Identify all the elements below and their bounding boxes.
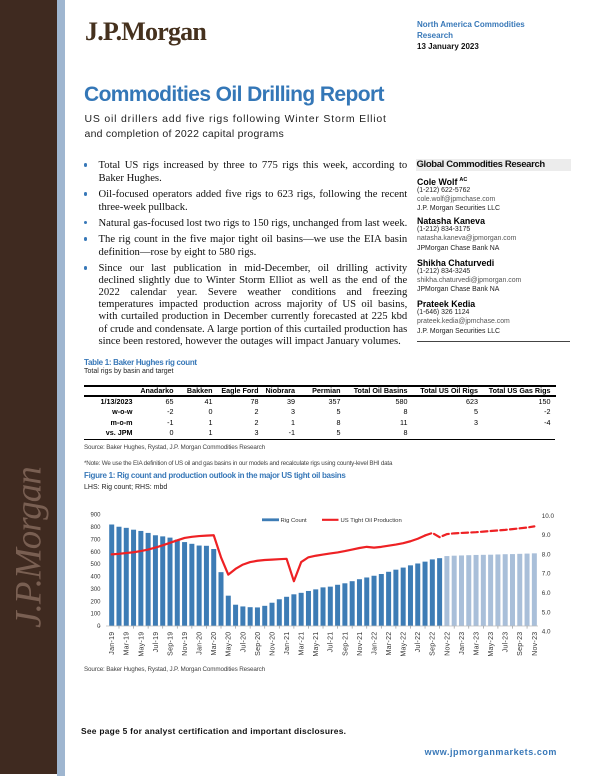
- svg-text:300: 300: [90, 587, 101, 593]
- svg-text:Rig Count: Rig Count: [281, 518, 308, 524]
- svg-text:May-21: May-21: [313, 632, 320, 657]
- svg-text:US Tight Oil Production: US Tight Oil Production: [341, 518, 402, 524]
- svg-text:600: 600: [90, 550, 101, 556]
- svg-text:Sep-21: Sep-21: [342, 632, 349, 656]
- svg-text:Jul-22: Jul-22: [415, 632, 422, 653]
- svg-text:Jul-23: Jul-23: [503, 632, 510, 653]
- svg-text:7.0: 7.0: [542, 571, 551, 578]
- svg-text:0: 0: [97, 624, 101, 630]
- svg-text:Jan-23: Jan-23: [459, 632, 466, 655]
- svg-text:Jan-20: Jan-20: [197, 632, 204, 655]
- svg-text:Jan-22: Jan-22: [371, 632, 378, 655]
- svg-text:5.0: 5.0: [542, 609, 551, 616]
- svg-text:800: 800: [90, 525, 101, 531]
- svg-text:May-19: May-19: [138, 632, 145, 657]
- svg-text:900: 900: [90, 513, 101, 519]
- svg-text:Nov-22: Nov-22: [444, 632, 451, 656]
- svg-text:4.0: 4.0: [542, 629, 551, 636]
- svg-text:100: 100: [90, 612, 101, 618]
- svg-text:Sep-20: Sep-20: [255, 632, 262, 656]
- svg-text:Nov-21: Nov-21: [357, 632, 364, 656]
- svg-text:May-23: May-23: [488, 632, 495, 657]
- svg-text:Mar-21: Mar-21: [299, 632, 306, 656]
- svg-text:Mar-22: Mar-22: [386, 632, 393, 656]
- svg-text:Sep-23: Sep-23: [517, 632, 524, 656]
- svg-text:Sep-22: Sep-22: [430, 632, 437, 656]
- svg-text:400: 400: [90, 575, 101, 581]
- svg-text:May-22: May-22: [401, 632, 408, 657]
- svg-text:Jul-21: Jul-21: [328, 632, 335, 653]
- svg-text:-: -: [99, 624, 101, 630]
- svg-text:Sep-19: Sep-19: [167, 632, 174, 656]
- svg-text:9.0: 9.0: [542, 532, 551, 539]
- svg-text:200: 200: [90, 599, 101, 605]
- svg-text:Nov-19: Nov-19: [182, 632, 189, 656]
- svg-text:Jan-19: Jan-19: [109, 632, 116, 655]
- svg-text:10.0: 10.0: [542, 513, 555, 520]
- svg-text:8.0: 8.0: [542, 551, 551, 558]
- svg-text:Nov-23: Nov-23: [532, 632, 539, 656]
- svg-text:Jan-21: Jan-21: [284, 632, 291, 655]
- svg-text:Jul-19: Jul-19: [153, 632, 160, 653]
- svg-text:Mar-23: Mar-23: [473, 632, 480, 656]
- svg-text:6.0: 6.0: [542, 590, 551, 597]
- svg-text:Mar-20: Mar-20: [211, 632, 218, 656]
- svg-text:Mar-19: Mar-19: [124, 632, 131, 656]
- svg-text:500: 500: [90, 562, 101, 568]
- svg-text:Nov-20: Nov-20: [269, 632, 276, 656]
- svg-text:May-20: May-20: [226, 632, 233, 657]
- svg-text:Jul-20: Jul-20: [240, 632, 247, 653]
- svg-text:700: 700: [90, 537, 101, 543]
